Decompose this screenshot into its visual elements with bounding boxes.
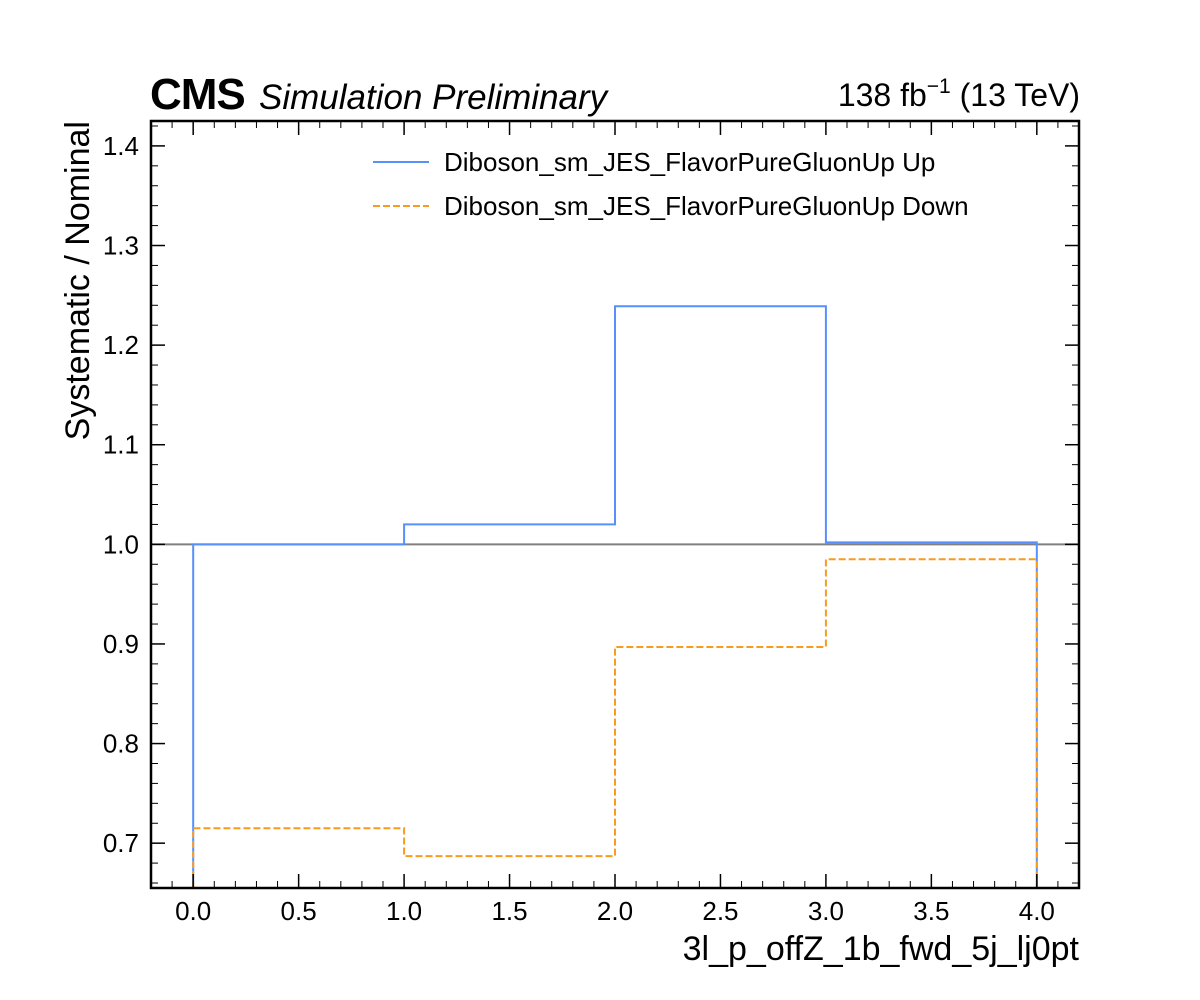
y-tick-label: 1.1 xyxy=(103,430,139,460)
x-tick-label: 3.0 xyxy=(808,896,844,926)
plot-frame xyxy=(149,119,1081,890)
plot-area xyxy=(151,305,1079,888)
series-1-step-line xyxy=(192,558,1038,888)
legend: Diboson_sm_JES_FlavorPureGluonUp Up Dibos… xyxy=(373,147,969,221)
x-tick-label: 2.5 xyxy=(702,896,738,926)
y-tick-label: 1.0 xyxy=(103,529,139,559)
lumi-label: 138 fb−1 (13 TeV) xyxy=(838,75,1080,113)
y-tick-label: 0.7 xyxy=(103,828,139,858)
lumi-exponent: −1 xyxy=(927,75,951,98)
x-tick-label: 3.5 xyxy=(913,896,949,926)
legend-entry-1: Diboson_sm_JES_FlavorPureGluonUp Down xyxy=(444,191,969,221)
series-0-step-line xyxy=(192,305,1038,888)
x-tick-label: 2.0 xyxy=(597,896,633,926)
tick-labels-layer: 0.0 0.5 1.0 1.5 2.0 2.5 3.0 3.5 4.0 0.7 0.8 0.9 1.0 1… xyxy=(103,131,1055,926)
y-tick-label: 1.2 xyxy=(103,330,139,360)
y-tick-label: 1.3 xyxy=(103,231,139,261)
lumi-energy: (13 TeV) xyxy=(951,77,1080,113)
status-label: Simulation Preliminary xyxy=(259,78,610,117)
lumi-value: 138 fb xyxy=(838,77,927,113)
x-tick-label: 4.0 xyxy=(1019,896,1055,926)
y-tick-label: 1.4 xyxy=(103,131,139,161)
x-tick-label: 1.0 xyxy=(386,896,422,926)
y-axis-label: Systematic / Nominal xyxy=(59,121,97,440)
x-axis-label: 3l_p_offZ_1b_fwd_5j_lj0pt xyxy=(683,930,1080,968)
y-tick-label: 0.9 xyxy=(103,629,139,659)
series-layer xyxy=(151,305,1079,888)
x-tick-label: 1.5 xyxy=(491,896,527,926)
experiment-label: CMS xyxy=(150,70,245,119)
x-tick-label: 0.5 xyxy=(281,896,317,926)
legend-entry-0: Diboson_sm_JES_FlavorPureGluonUp Up xyxy=(444,147,935,177)
y-tick-label: 0.8 xyxy=(103,729,139,759)
x-tick-label: 0.0 xyxy=(175,896,211,926)
